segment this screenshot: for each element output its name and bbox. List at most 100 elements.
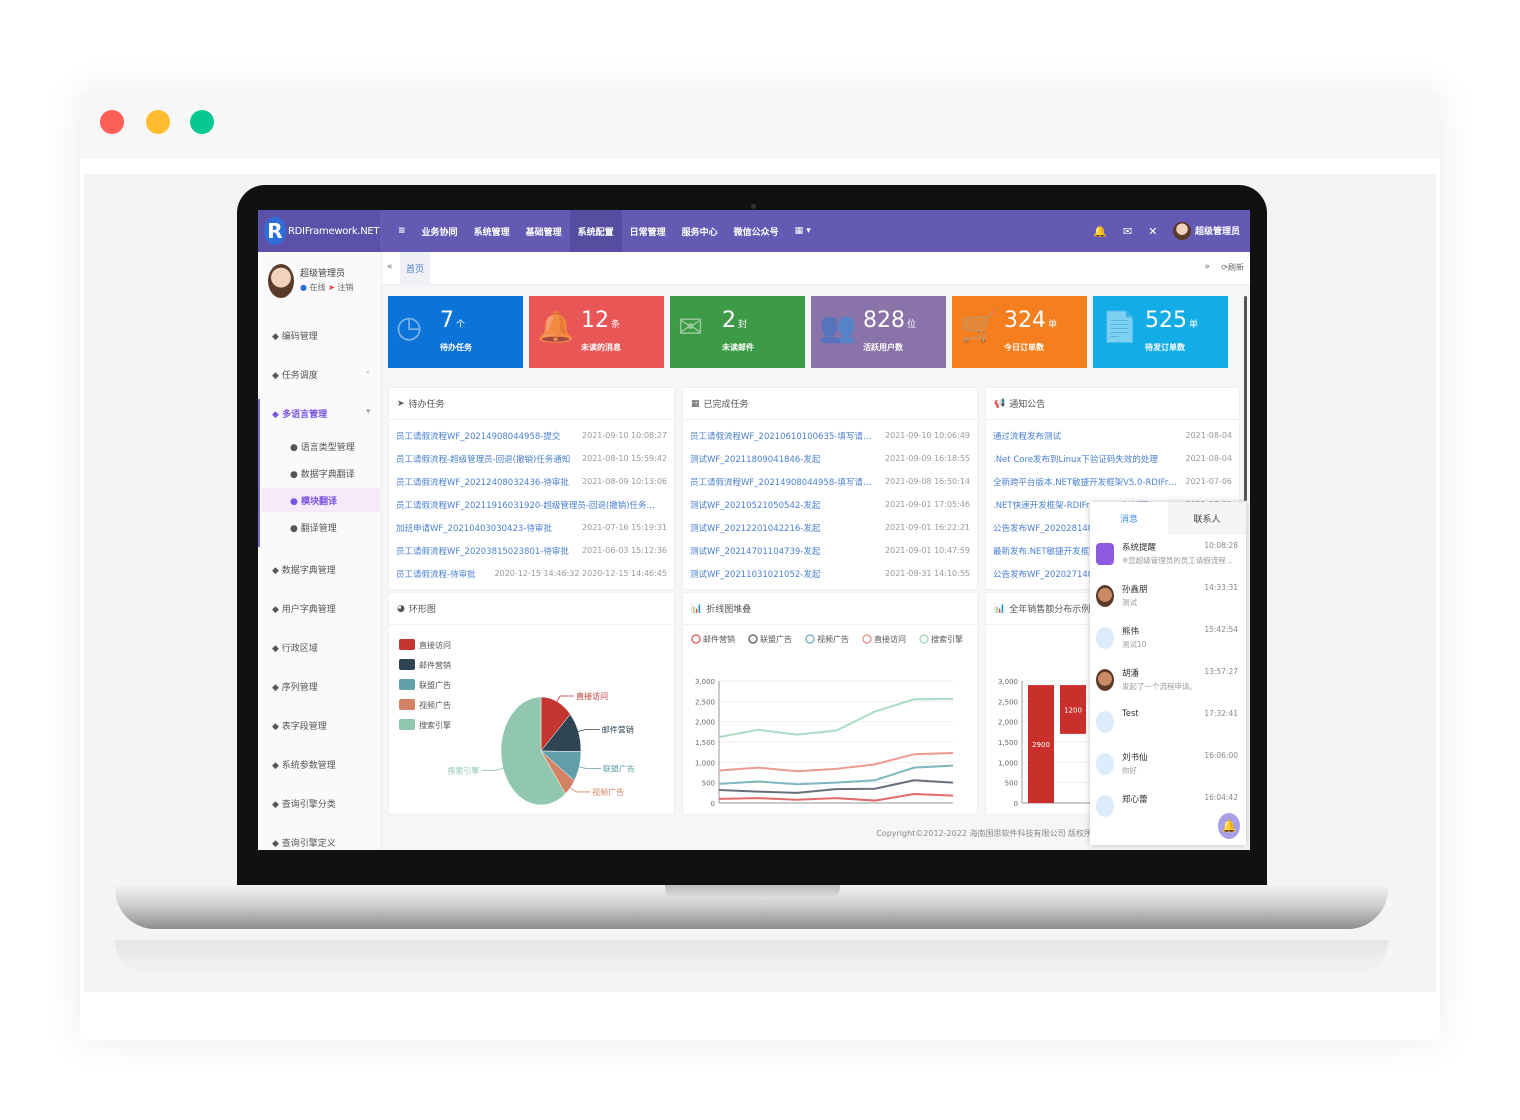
series-line [718, 697, 954, 739]
list-item-link[interactable]: 公告发布WF_20202714032 [993, 569, 1105, 580]
nav-item[interactable]: 业务协同 [421, 227, 458, 238]
refresh-button[interactable]: ⟳刷新 [1221, 263, 1244, 272]
sidebar-item[interactable]: ◆ 编码管理 [272, 329, 318, 342]
chat-tabs: 消息 联系人 [1090, 502, 1246, 535]
sidebar-item[interactable]: ◆ 用户字典管理 [272, 602, 336, 615]
sidebar-subitem[interactable]: ● 数据字典翻译 [290, 467, 355, 480]
sidebar-item[interactable]: ◆ 表字段管理 [272, 719, 327, 732]
stat-card[interactable]: 🔔 12 条未读的消息 [529, 296, 664, 368]
stat-card[interactable]: ◷ 7 个待办任务 [388, 296, 523, 368]
list-item-link[interactable]: 员工请假流程-待审批 [396, 569, 476, 580]
chat-message[interactable]: 系统提醒 10:08:28 ※您超级管理员的员工请假流程... [1090, 535, 1246, 577]
nav-item[interactable]: 服务中心 [681, 227, 718, 238]
contact-avatar [1096, 711, 1114, 733]
sidebar-subitem-label: 模块翻译 [301, 497, 338, 507]
mail-icon[interactable]: ✉ [1123, 224, 1133, 238]
stat-card[interactable]: 👥 828 位活跃用户数 [811, 296, 946, 368]
logo[interactable]: R RDIFramework.NET [258, 210, 380, 252]
sidebar-item[interactable]: ◆ 查询引擎分类 [272, 797, 336, 810]
sidebar-item[interactable]: ◆ 系统参数管理 [272, 758, 336, 771]
stat-card[interactable]: 🛒 324 单今日订单数 [952, 296, 1087, 368]
list-item-link[interactable]: 最新发布.NET敏捷开发框架 [993, 546, 1098, 557]
list-item-link[interactable]: 员工请假流程WF_20211916031920-超级管理员-回退(撤销)任务通知 [396, 500, 661, 511]
tab-home-label: 首页 [405, 265, 424, 275]
list-item-link[interactable]: 通过流程发布测试 [993, 431, 1062, 442]
list-item: 员工请假流程WF_20211916031920-超级管理员-回退(撤销)任务通知 [389, 493, 674, 516]
list-item-link[interactable]: 员工请假流程WF_20212408032436-待审批 [396, 477, 569, 488]
list-item-date: 2021-09-08 16:50:14 [885, 477, 970, 486]
stat-unit: 个 [456, 320, 466, 330]
bell-icon[interactable]: 🔔 [1093, 224, 1108, 238]
sidebar-item[interactable]: ◆ 查询引擎定义 [272, 836, 336, 849]
list-item-link[interactable]: 全新跨平台版本.NET敏捷开发框架V5.0-RDIFramework [993, 477, 1180, 488]
logout-link[interactable]: 注销 [337, 283, 354, 292]
list-item-link[interactable]: 员工请假流程WF_20203815023801-待审批 [396, 546, 569, 557]
nav-item[interactable]: 基础管理 [525, 227, 562, 238]
chat-message[interactable]: 熊伟 15:42:54 测试10 [1090, 619, 1246, 661]
sidebar-item[interactable]: ◆ 数据字典管理 [272, 563, 336, 576]
sidebar-subitem[interactable]: ● 模块翻译 [290, 494, 337, 507]
done-panel: ▦ 已完成任务 员工请假流程WF_20210610100635-填写请假单 2021… [682, 387, 978, 590]
sidebar-item-label: 多语言管理 [282, 410, 328, 420]
maximize-window-button[interactable] [190, 110, 214, 134]
menu-item-icon: ● [290, 524, 301, 534]
notification-bell-button[interactable]: 🔔 [1218, 813, 1240, 839]
sidebar-item[interactable]: ◆ 行政区域 [272, 641, 318, 654]
list-item-link[interactable]: 测试WF_20212201042216-发起 [690, 523, 821, 534]
nav-item[interactable]: ≡ [398, 226, 406, 236]
user-menu[interactable]: 超级管理员 [1173, 222, 1240, 240]
logo-mark: R [264, 217, 286, 245]
stat-unit: 单 [1048, 320, 1058, 330]
bar-chart-icon: 📊 [691, 603, 703, 614]
stat-card[interactable]: ✉ 2 封未读邮件 [670, 296, 805, 368]
list-item-link[interactable]: .Net Core发布到Linux下验证码失效的处理 [993, 454, 1158, 465]
chat-message[interactable]: 郑心蕾 16:04:42 [1090, 787, 1246, 829]
contact-name: 胡潘 [1122, 669, 1140, 679]
legend-marker [691, 634, 701, 644]
scroll-right-button[interactable]: » [1204, 262, 1210, 272]
list-item-link[interactable]: 员工请假流程WF_20214908044958-提交 [396, 431, 561, 442]
tab-messages[interactable]: 消息 [1090, 502, 1168, 535]
legend-label: 联盟广告 [760, 634, 792, 644]
stat-card[interactable]: 📄 525 单待发订单数 [1093, 296, 1228, 368]
chat-message[interactable]: 胡潘 13:57:27 发起了一个流程申请。 [1090, 661, 1246, 703]
nav-item[interactable]: 日常管理 [629, 227, 666, 238]
nav-item[interactable]: 微信公众号 [733, 227, 779, 238]
contact-name: Test [1122, 709, 1139, 719]
list-item-link[interactable]: 员工请假流程WF_20214908044958-填写请假单 [690, 477, 880, 488]
list-item-link[interactable]: 公告发布WF_20202814032 [993, 523, 1105, 534]
nav-item[interactable]: 系统配置 [569, 210, 622, 252]
list-item-link[interactable]: 测试WF_20211031021052-发起 [690, 569, 821, 580]
list-item: 全新跨平台版本.NET敏捷开发框架V5.0-RDIFramework 2021-0… [986, 470, 1239, 493]
sidebar-item[interactable]: ◆ 任务调度 ‹ [272, 368, 370, 381]
list-item-link[interactable]: 测试WF_20210521050542-发起 [690, 500, 821, 511]
list-item: 员工请假流程WF_20212408032436-待审批 2021-08-09 10… [389, 470, 674, 493]
sidebar-item[interactable]: ◆ 多语言管理 ▾ [272, 407, 371, 420]
list-item-link[interactable]: 员工请假流程WF_20210610100635-填写请假单 [690, 431, 880, 442]
list-item-link[interactable]: 测试WF_20214701104739-发起 [690, 546, 821, 557]
minimize-window-button[interactable] [146, 110, 170, 134]
chat-message[interactable]: 孙鑫朋 14:33:31 测试 [1090, 577, 1246, 619]
list-item-link[interactable]: 员工请假流程-超级管理员-回退(撤销)任务通知 [396, 454, 571, 465]
y-tick-label: 500 [1005, 780, 1018, 788]
scroll-left-button[interactable]: « [387, 262, 393, 272]
scrollbar[interactable] [1244, 296, 1247, 501]
sidebar-subitem[interactable]: ● 语言类型管理 [290, 440, 355, 453]
waterfall-bar [1060, 685, 1086, 734]
list-item-link[interactable]: 加班申请WF_20210403030423-待审批 [396, 523, 552, 534]
close-icon[interactable]: ✕ [1148, 224, 1158, 238]
sidebar-item[interactable]: ◆ 序列管理 [272, 680, 318, 693]
sidebar-subitem[interactable]: ● 翻译管理 [290, 521, 337, 534]
chat-message[interactable]: 刘书仙 16:06:00 你好 [1090, 745, 1246, 787]
chat-message[interactable]: Test 17:32:41 [1090, 703, 1246, 745]
nav-item[interactable]: ▦ ▾ [794, 226, 811, 236]
laptop-reflection [115, 940, 1388, 976]
close-window-button[interactable] [100, 110, 124, 134]
tab-contacts[interactable]: 联系人 [1168, 502, 1246, 535]
list-item-link[interactable]: 测试WF_20211809041846-发起 [690, 454, 821, 465]
nav-item[interactable]: 系统管理 [473, 227, 510, 238]
panel-header: 📊 折线图堆叠 [683, 593, 977, 625]
message-preview: ※您超级管理员的员工请假流程... [1122, 556, 1232, 565]
tab-home[interactable]: 首页 [400, 252, 430, 285]
